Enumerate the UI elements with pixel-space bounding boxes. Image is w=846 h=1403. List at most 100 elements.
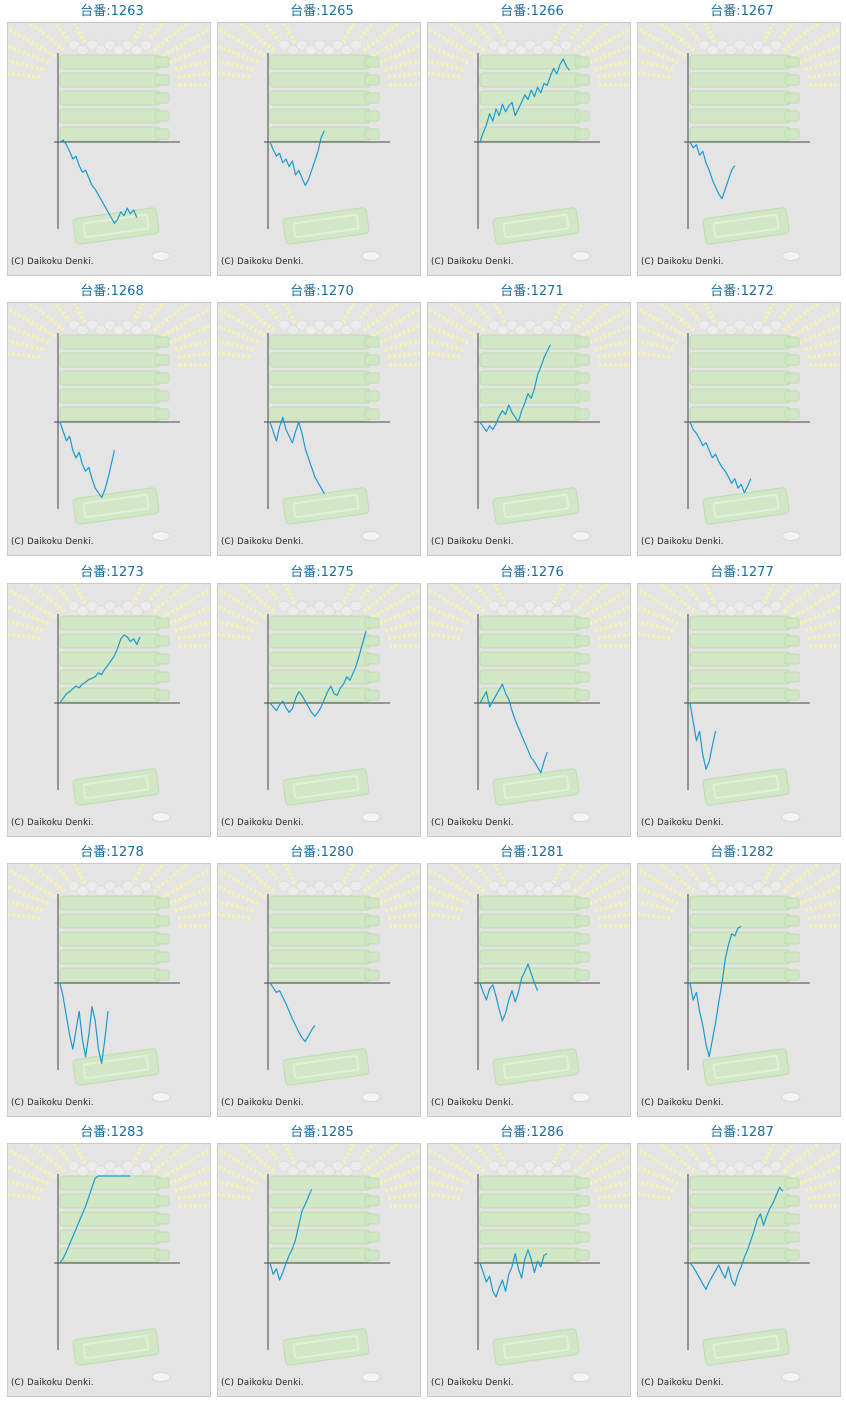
machine-number-link[interactable]: 台番:1282 xyxy=(637,845,846,861)
coin xyxy=(313,600,327,612)
machine-number-link[interactable]: 台番:1272 xyxy=(637,284,846,300)
machine-card[interactable]: 台番:1280 (C) Daikoku Denki. xyxy=(217,841,427,1117)
slump-graph[interactable]: (C) Daikoku Denki. xyxy=(637,302,841,556)
coin xyxy=(505,600,519,612)
machine-number-link[interactable]: 台番:1278 xyxy=(7,845,217,861)
medal-box-handle xyxy=(574,372,590,384)
medal-box-handle xyxy=(574,915,590,927)
machine-card[interactable]: 台番:1271 (C) Daikoku Denki. xyxy=(427,280,637,556)
medal-box xyxy=(269,895,371,911)
sunburst-ray xyxy=(174,899,210,913)
copyright-text: (C) Daikoku Denki. xyxy=(221,1378,304,1388)
sunburst-ray xyxy=(772,23,796,48)
slump-graph[interactable]: (C) Daikoku Denki. xyxy=(427,302,631,556)
machine-number-link[interactable]: 台番:1266 xyxy=(427,4,637,20)
machine-card[interactable]: 台番:1282 (C) Daikoku Denki. xyxy=(637,841,846,1117)
machine-number-link[interactable]: 台番:1283 xyxy=(7,1125,217,1141)
machine-card[interactable]: 台番:1265 (C) Daikoku Denki. xyxy=(217,0,427,276)
machine-number-link[interactable]: 台番:1276 xyxy=(427,565,637,581)
machine-number-link[interactable]: 台番:1277 xyxy=(637,565,846,581)
machine-number-link[interactable]: 台番:1270 xyxy=(217,284,427,300)
slump-line xyxy=(479,1249,548,1298)
machine-card[interactable]: 台番:1272 (C) Daikoku Denki. xyxy=(637,280,846,556)
medal-box-handle xyxy=(154,390,170,402)
machine-card[interactable]: 台番:1263 (C) Daikoku Denki. xyxy=(7,0,217,276)
machine-number-prefix: 台番: xyxy=(500,565,531,580)
machine-card[interactable]: 台番:1273 (C) Daikoku Denki. xyxy=(7,561,217,837)
machine-number-link[interactable]: 台番:1265 xyxy=(217,4,427,20)
machine-card[interactable]: 台番:1287 (C) Daikoku Denki. xyxy=(637,1121,846,1397)
machine-number-link[interactable]: 台番:1281 xyxy=(427,845,637,861)
coin xyxy=(769,880,783,892)
machine-number-link[interactable]: 台番:1273 xyxy=(7,565,217,581)
coin xyxy=(769,319,783,331)
slump-graph[interactable]: (C) Daikoku Denki. xyxy=(217,863,421,1117)
slump-graph[interactable]: (C) Daikoku Denki. xyxy=(637,583,841,837)
slump-graph[interactable]: (C) Daikoku Denki. xyxy=(217,22,421,276)
coin-small xyxy=(781,812,801,822)
machine-card[interactable]: 台番:1277 (C) Daikoku Denki. xyxy=(637,561,846,837)
machine-number-link[interactable]: 台番:1285 xyxy=(217,1125,427,1141)
machine-number-link[interactable]: 台番:1287 xyxy=(637,1125,846,1141)
medal-box-handle xyxy=(364,671,380,683)
machine-number-link[interactable]: 台番:1268 xyxy=(7,284,217,300)
sunburst-ray xyxy=(218,58,254,72)
slump-graph[interactable]: (C) Daikoku Denki. xyxy=(637,1143,841,1397)
machine-number-prefix: 台番: xyxy=(710,565,741,580)
coin xyxy=(349,319,363,331)
machine-card[interactable]: 台番:1275 (C) Daikoku Denki. xyxy=(217,561,427,837)
machine-number-link[interactable]: 台番:1275 xyxy=(217,565,427,581)
sunburst-ray xyxy=(588,605,630,626)
medal-box-handle xyxy=(784,635,800,647)
machine-card[interactable]: 台番:1266 (C) Daikoku Denki. xyxy=(427,0,637,276)
sunburst-ray xyxy=(798,605,840,626)
machine-number-link[interactable]: 台番:1286 xyxy=(427,1125,637,1141)
medal-box xyxy=(269,669,371,685)
slump-graph[interactable]: (C) Daikoku Denki. xyxy=(427,863,631,1117)
sunburst-ray xyxy=(384,338,420,352)
machine-card[interactable]: 台番:1278 (C) Daikoku Denki. xyxy=(7,841,217,1117)
slump-graph[interactable]: (C) Daikoku Denki. xyxy=(217,583,421,837)
medal-box xyxy=(59,406,161,422)
slump-graph[interactable]: (C) Daikoku Denki. xyxy=(7,1143,211,1397)
machine-card[interactable]: 台番:1285 (C) Daikoku Denki. xyxy=(217,1121,427,1397)
machine-number-link[interactable]: 台番:1280 xyxy=(217,845,427,861)
machine-number-prefix: 台番: xyxy=(80,4,111,19)
slump-graph[interactable]: (C) Daikoku Denki. xyxy=(217,302,421,556)
sunburst-ray xyxy=(152,584,191,614)
medal-box-handle xyxy=(574,951,590,963)
copyright-text: (C) Daikoku Denki. xyxy=(11,1098,94,1108)
slump-graph[interactable]: (C) Daikoku Denki. xyxy=(7,863,211,1117)
medal-box xyxy=(59,352,161,368)
sunburst-ray xyxy=(447,584,486,614)
slump-graph[interactable]: (C) Daikoku Denki. xyxy=(427,583,631,837)
machine-number-prefix: 台番: xyxy=(500,284,531,299)
sunburst-ray xyxy=(218,338,254,352)
slump-graph[interactable]: (C) Daikoku Denki. xyxy=(637,22,841,276)
medal-box xyxy=(59,931,161,947)
medal-box-handle xyxy=(574,336,590,348)
machine-card[interactable]: 台番:1281 (C) Daikoku Denki. xyxy=(427,841,637,1117)
slump-graph[interactable]: (C) Daikoku Denki. xyxy=(217,1143,421,1397)
machine-card[interactable]: 台番:1283 (C) Daikoku Denki. xyxy=(7,1121,217,1397)
machine-card[interactable]: 台番:1276 (C) Daikoku Denki. xyxy=(427,561,637,837)
machine-number-link[interactable]: 台番:1267 xyxy=(637,4,846,20)
machine-card[interactable]: 台番:1267 (C) Daikoku Denki. xyxy=(637,0,846,276)
slump-graph[interactable]: (C) Daikoku Denki. xyxy=(637,863,841,1117)
machine-card[interactable]: 台番:1270 (C) Daikoku Denki. xyxy=(217,280,427,556)
coin xyxy=(277,600,291,612)
machine-card[interactable]: 台番:1268 (C) Daikoku Denki. xyxy=(7,280,217,556)
bottom-tray-inner xyxy=(292,1054,360,1080)
coin-small xyxy=(781,1092,801,1102)
slump-graph[interactable]: (C) Daikoku Denki. xyxy=(7,583,211,837)
slump-graph[interactable]: (C) Daikoku Denki. xyxy=(427,22,631,276)
machine-number-link[interactable]: 台番:1263 xyxy=(7,4,217,20)
medal-box-handle xyxy=(784,915,800,927)
slump-graph[interactable]: (C) Daikoku Denki. xyxy=(7,22,211,276)
machine-card[interactable]: 台番:1286 (C) Daikoku Denki. xyxy=(427,1121,637,1397)
machine-number-prefix: 台番: xyxy=(80,284,111,299)
machine-number-link[interactable]: 台番:1271 xyxy=(427,284,637,300)
medal-box-handle xyxy=(784,390,800,402)
slump-graph[interactable]: (C) Daikoku Denki. xyxy=(7,302,211,556)
slump-graph[interactable]: (C) Daikoku Denki. xyxy=(427,1143,631,1397)
